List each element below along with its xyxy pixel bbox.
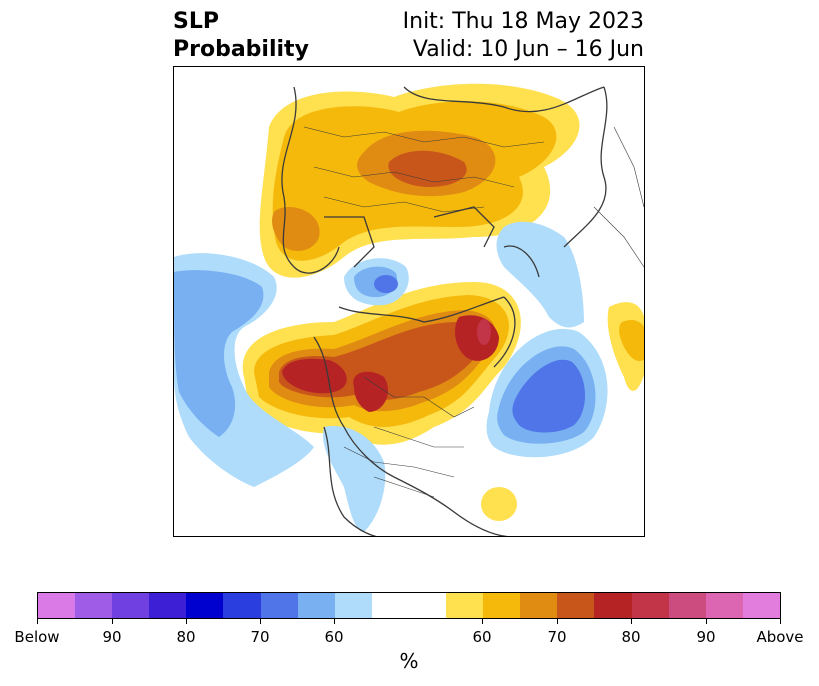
colorbar-segment [75, 593, 113, 618]
map-title: SLP Probability [173, 8, 309, 64]
title-line-1: SLP [173, 9, 219, 34]
colorbar-tick-label: Below [14, 628, 60, 646]
colorbar-segment [668, 593, 706, 618]
colorbar-tick-label: 80 [621, 628, 641, 646]
colorbar-segment [631, 593, 669, 618]
colorbar-tick-mark [557, 619, 558, 624]
colorbar-tick-label: Above [756, 628, 804, 646]
colorbar-tick-label: 60 [472, 628, 492, 646]
colorbar-tick-label: 70 [547, 628, 567, 646]
colorbar-tick-mark [334, 619, 335, 624]
coastlines [281, 86, 608, 536]
pacific-below-region [174, 253, 314, 487]
title-line-2: Probability [173, 37, 309, 62]
colorbar-segment [38, 593, 76, 618]
colorbar-tick-label: 80 [176, 628, 196, 646]
probability-map [173, 66, 645, 537]
colorbar-tick-label: 60 [324, 628, 344, 646]
colorbar-tick-label: 90 [696, 628, 716, 646]
colorbar-segment [520, 593, 558, 618]
colorbar-segment [223, 593, 261, 618]
colorbar-segment [186, 593, 224, 618]
colorbar-segment [705, 593, 743, 618]
probability-colorbar [37, 592, 781, 619]
valid-range: Valid: 10 Jun – 16 Jun [412, 37, 644, 62]
colorbar-segment [334, 593, 372, 618]
colorbar-segment [557, 593, 595, 618]
colorbar-segment [149, 593, 187, 618]
colorbar-segment [260, 593, 298, 618]
colorbar-tick-mark [706, 619, 707, 624]
colorbar-tick-mark [631, 619, 632, 624]
colorbar-unit-label: % [399, 649, 419, 673]
colorbar-segment [446, 593, 484, 618]
forecast-dates: Init: Thu 18 May 2023 Valid: 10 Jun – 16… [403, 8, 644, 64]
colorbar-tick-mark [112, 619, 113, 624]
colorbar-tick-mark [780, 619, 781, 624]
map-canvas [174, 83, 644, 536]
colorbar-tick-mark [186, 619, 187, 624]
canada-below-region [323, 258, 409, 532]
colorbar-segment [594, 593, 632, 618]
colorbar-tick-mark [37, 619, 38, 624]
colorbar-segment [112, 593, 150, 618]
colorbar-tick-label: 70 [250, 628, 270, 646]
borders [303, 126, 644, 498]
colorbar-segment [483, 593, 521, 618]
colorbar-segment [408, 593, 447, 618]
colorbar-segment [371, 593, 409, 618]
eurasia-above-region [259, 83, 580, 278]
colorbar-tick-mark [482, 619, 483, 624]
arctic-above-region [242, 282, 644, 521]
init-date: Init: Thu 18 May 2023 [402, 9, 644, 34]
colorbar-tick-mark [260, 619, 261, 624]
colorbar-segment [297, 593, 335, 618]
colorbar-segment [742, 593, 780, 618]
colorbar-tick-label: 90 [102, 628, 122, 646]
